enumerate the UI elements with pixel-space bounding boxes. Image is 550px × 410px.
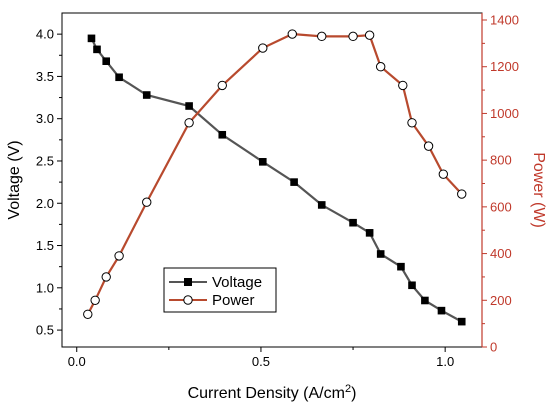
y-right-tick-label: 1200: [490, 59, 519, 74]
y-axis-left-title: Voltage (V): [6, 140, 23, 219]
data-point-voltage: [93, 45, 101, 54]
data-point-power: [258, 43, 268, 53]
data-point-power: [375, 62, 386, 72]
y-left-tick-label: 1.5: [36, 238, 54, 253]
data-point-power: [184, 118, 194, 128]
data-point-voltage: [258, 158, 267, 166]
y-right-tick-label: 200: [490, 293, 512, 308]
x-tick-label: 1.0: [436, 354, 454, 369]
axis-ticks: 0.0 0.5 1.0 0.5 1.0 1.5 2.0 2.5 3.0 3.5 4.0 0 200 400…: [36, 13, 519, 369]
data-point-power: [90, 295, 100, 305]
data-point-voltage: [365, 229, 374, 237]
y-right-tick-label: 400: [490, 246, 512, 261]
legend-voltage-label: Voltage: [212, 274, 262, 291]
data-point-voltage: [408, 281, 416, 290]
y-left-tick-label: 4.0: [36, 27, 54, 42]
y-left-tick-label: 3.0: [36, 111, 54, 126]
x-tick-label: 0.0: [68, 354, 86, 369]
data-point-voltage: [317, 201, 326, 209]
data-point-voltage: [185, 102, 193, 110]
data-point-power: [287, 29, 297, 39]
data-point-power: [317, 31, 327, 42]
x-axis-title: Current Density (A/cm2): [188, 383, 357, 402]
data-point-power: [101, 272, 111, 282]
data-point-voltage: [376, 250, 385, 258]
data-point-power: [438, 169, 449, 179]
data-point-voltage: [218, 130, 227, 139]
data-point-power: [83, 309, 93, 320]
data-point-power: [348, 31, 358, 42]
y-axis-right-title: Power (W): [530, 152, 547, 228]
data-point-voltage: [421, 296, 429, 305]
y-left-tick-label: 0.5: [36, 323, 54, 338]
data-point-power: [407, 118, 417, 128]
data-point-voltage: [290, 178, 298, 186]
data-point-power: [398, 80, 408, 91]
data-point-voltage: [457, 317, 466, 326]
data-point-voltage: [142, 91, 151, 99]
legend-box: [163, 267, 277, 313]
data-point-power: [364, 30, 375, 40]
data-point-voltage: [87, 34, 96, 43]
data-point-voltage: [437, 306, 446, 315]
data-point-power: [423, 141, 434, 151]
y-right-tick-label: 1400: [490, 13, 519, 28]
legend-voltage-marker: [184, 278, 192, 286]
data-point-power: [114, 251, 124, 261]
y-right-tick-label: 0: [490, 340, 497, 355]
legend-power-marker: [183, 295, 193, 305]
y-left-tick-label: 3.5: [36, 69, 54, 84]
series-line-voltage: [90, 37, 463, 323]
y-right-tick-label: 1000: [490, 106, 519, 121]
y-left-tick-label: 1.0: [36, 280, 54, 295]
data-point-power: [142, 197, 152, 207]
y-right-tick-label: 800: [490, 153, 512, 168]
plot-content: [83, 29, 467, 326]
legend: Voltage Power: [163, 267, 277, 313]
x-tick-label: 0.5: [252, 354, 270, 369]
y-right-tick-label: 600: [490, 199, 512, 214]
data-point-power: [457, 189, 467, 199]
data-point-voltage: [102, 57, 111, 65]
data-point-voltage: [115, 73, 123, 82]
data-point-voltage: [397, 262, 405, 271]
data-point-voltage: [349, 218, 357, 227]
legend-power-label: Power: [212, 292, 255, 309]
data-point-power: [217, 80, 227, 91]
y-left-tick-label: 2.5: [36, 153, 54, 168]
y-left-tick-label: 2.0: [36, 196, 54, 211]
